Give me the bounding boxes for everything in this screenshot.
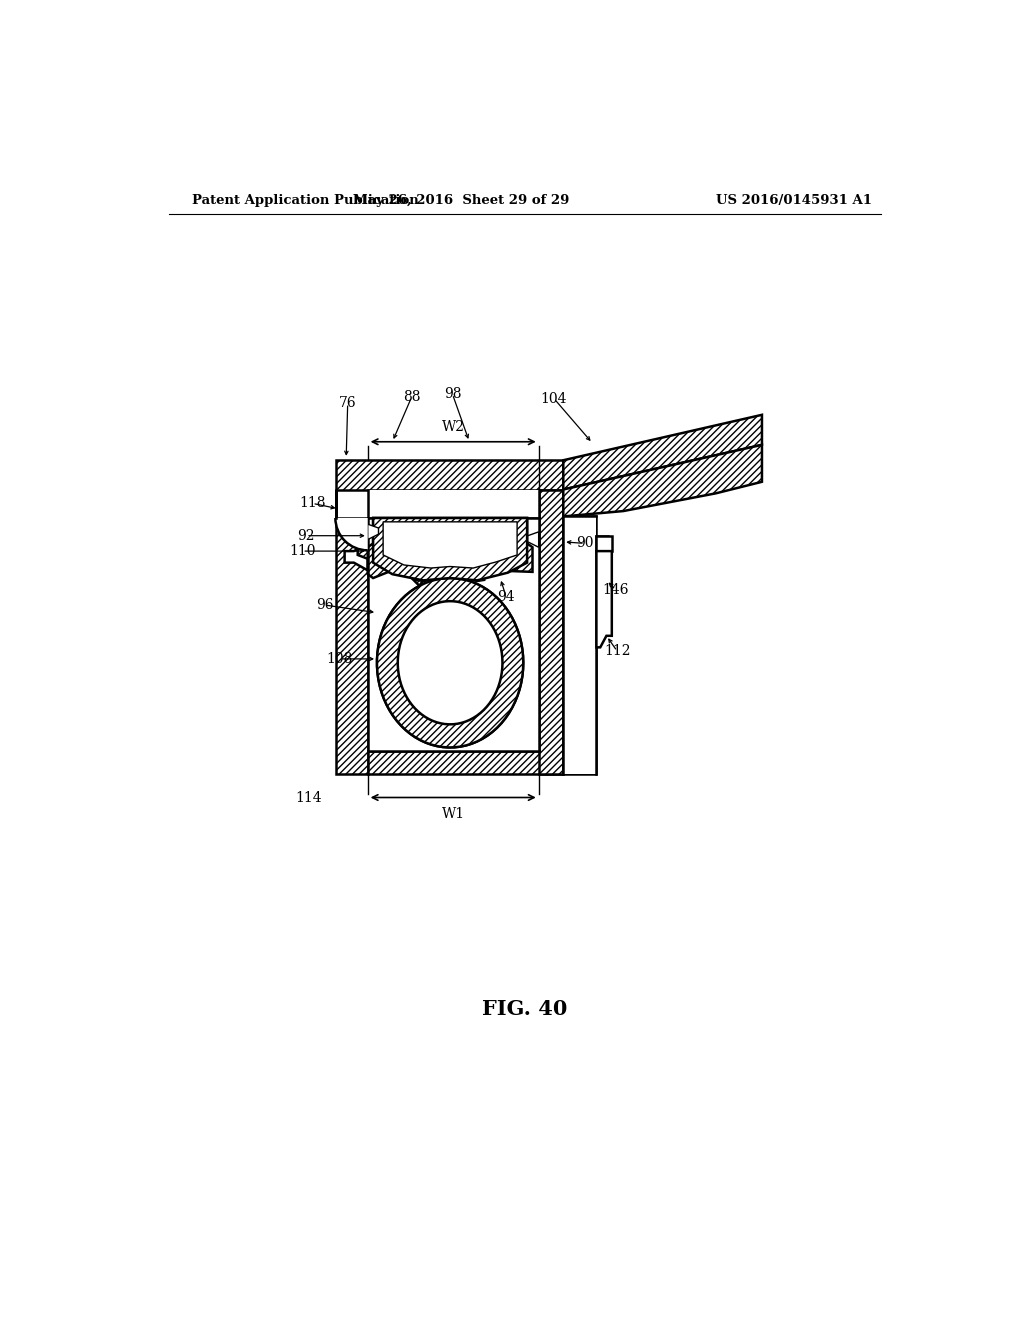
- Polygon shape: [368, 524, 379, 540]
- Polygon shape: [539, 490, 563, 775]
- Polygon shape: [377, 578, 523, 747]
- Text: US 2016/0145931 A1: US 2016/0145931 A1: [716, 194, 871, 207]
- Polygon shape: [563, 516, 608, 775]
- Text: W2: W2: [441, 420, 465, 434]
- Text: 94: 94: [498, 590, 515, 605]
- Wedge shape: [336, 517, 368, 550]
- Polygon shape: [368, 517, 539, 751]
- Text: 92: 92: [297, 529, 314, 543]
- Wedge shape: [338, 517, 367, 548]
- Text: 110: 110: [289, 544, 315, 558]
- Polygon shape: [416, 570, 484, 586]
- Polygon shape: [397, 601, 503, 725]
- Polygon shape: [596, 536, 611, 552]
- Polygon shape: [383, 521, 517, 568]
- Polygon shape: [385, 521, 521, 552]
- Text: 146: 146: [602, 582, 629, 597]
- Polygon shape: [345, 517, 368, 570]
- Polygon shape: [368, 517, 532, 586]
- Polygon shape: [368, 751, 562, 775]
- Text: 108: 108: [327, 652, 353, 665]
- Text: 96: 96: [315, 598, 334, 612]
- Text: FIG. 40: FIG. 40: [482, 999, 567, 1019]
- Polygon shape: [397, 601, 503, 725]
- Text: 118: 118: [299, 496, 326, 511]
- Polygon shape: [377, 578, 523, 747]
- Text: 98: 98: [443, 387, 461, 401]
- Polygon shape: [528, 532, 539, 548]
- Text: 112: 112: [604, 644, 631, 659]
- Polygon shape: [563, 516, 596, 775]
- Text: 88: 88: [402, 391, 421, 404]
- Polygon shape: [373, 517, 527, 581]
- Polygon shape: [336, 490, 368, 775]
- Text: Patent Application Publication: Patent Application Publication: [193, 194, 419, 207]
- Polygon shape: [336, 461, 563, 490]
- Polygon shape: [368, 490, 539, 517]
- Text: 90: 90: [577, 536, 594, 550]
- Text: 104: 104: [541, 392, 567, 405]
- Polygon shape: [563, 445, 762, 516]
- Text: W1: W1: [441, 807, 465, 821]
- Text: 114: 114: [295, 791, 322, 804]
- Text: May 26, 2016  Sheet 29 of 29: May 26, 2016 Sheet 29 of 29: [353, 194, 569, 207]
- Polygon shape: [563, 414, 762, 490]
- Polygon shape: [596, 552, 611, 647]
- Text: 76: 76: [339, 396, 356, 411]
